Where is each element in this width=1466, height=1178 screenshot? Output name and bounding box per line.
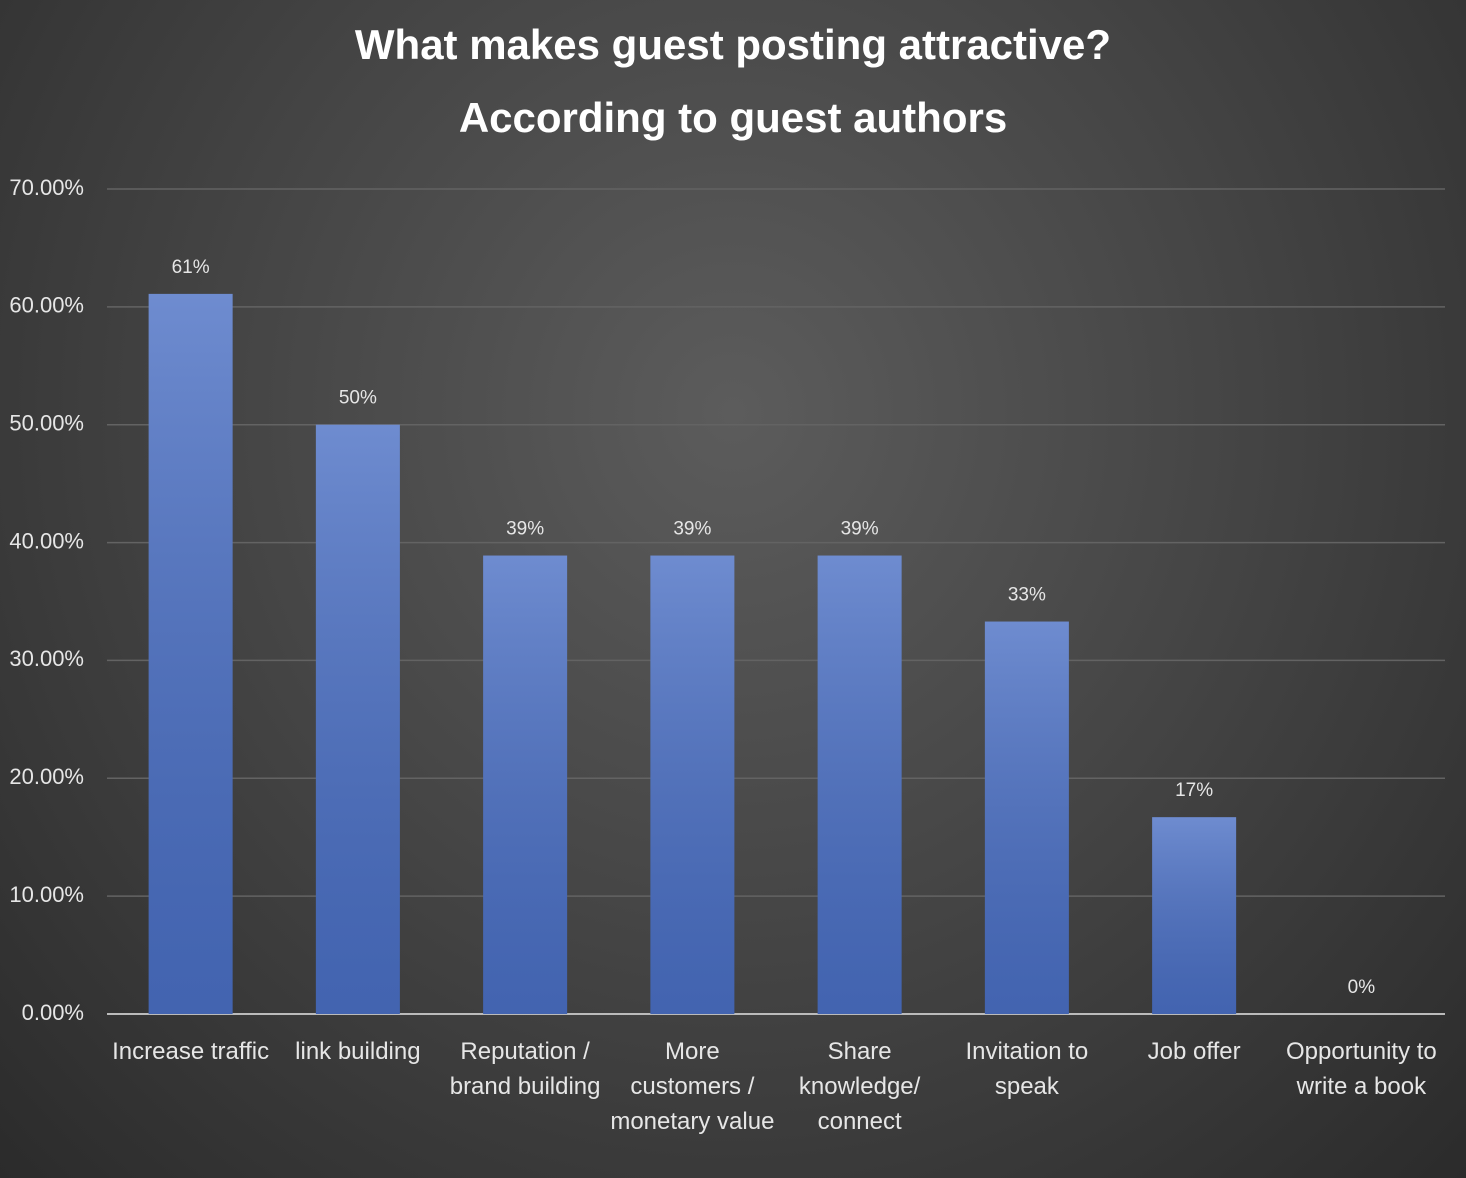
x-tick-label: Opportunity to write a book <box>1286 1038 1437 1100</box>
x-tick-label: Share knowledge/ connect <box>798 1038 921 1135</box>
data-label: 17% <box>1175 780 1213 801</box>
bar <box>148 293 233 1015</box>
data-label: 33% <box>1008 585 1046 606</box>
y-tick-label: 30.00% <box>9 646 84 671</box>
data-label: 0% <box>1348 977 1376 998</box>
bar <box>315 424 400 1014</box>
y-tick-label: 70.00% <box>9 175 84 200</box>
data-label: 39% <box>673 519 711 540</box>
y-tick-label: 20.00% <box>9 764 84 789</box>
data-label: 39% <box>841 519 879 540</box>
x-tick-label: Job offer <box>1147 1038 1241 1065</box>
y-tick-label: 0.00% <box>22 1000 84 1025</box>
x-tick-label: link building <box>295 1038 421 1065</box>
data-label: 39% <box>506 519 544 540</box>
y-tick-label: 10.00% <box>9 882 84 907</box>
bar <box>483 555 568 1014</box>
bar <box>1152 817 1237 1014</box>
x-tick-label: Increase traffic <box>112 1038 270 1065</box>
bar <box>984 621 1069 1014</box>
data-label: 61% <box>172 257 210 278</box>
x-tick-label: Invitation to speak <box>965 1038 1089 1100</box>
bar <box>650 555 735 1014</box>
chart-subtitle: According to guest authors <box>459 94 1007 141</box>
bar <box>817 555 902 1014</box>
x-tick-label: More customers / monetary value <box>610 1038 775 1135</box>
y-tick-label: 60.00% <box>9 293 84 318</box>
x-tick-label: Reputation / brand building <box>449 1038 601 1100</box>
data-label: 50% <box>339 388 377 409</box>
y-tick-label: 50.00% <box>9 411 84 436</box>
y-tick-label: 40.00% <box>9 528 84 553</box>
chart-title: What makes guest posting attractive? <box>355 21 1111 68</box>
